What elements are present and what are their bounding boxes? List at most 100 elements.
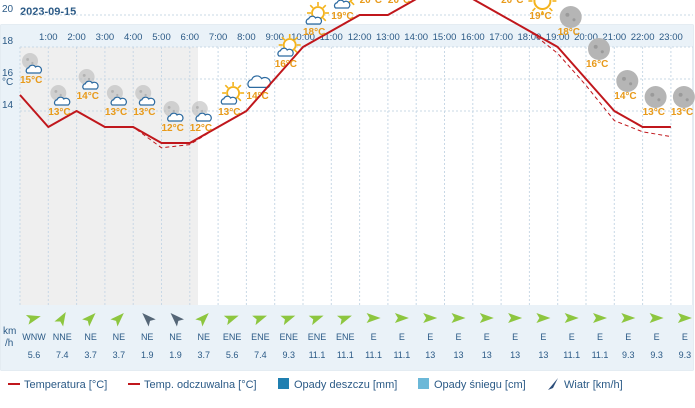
sun-cloud-icon bbox=[333, 0, 355, 9]
wind-arrow bbox=[564, 313, 579, 323]
temp-label: 13°C bbox=[133, 107, 155, 118]
y-tick-label: 20 bbox=[2, 4, 14, 15]
moon-crater bbox=[116, 93, 119, 97]
hour-label: 6:00 bbox=[181, 32, 200, 43]
wind-speed: 9.3 bbox=[282, 350, 295, 360]
wind-arrow bbox=[54, 311, 66, 327]
wind-speed: 1.9 bbox=[169, 350, 182, 360]
temp-label: 16°C bbox=[275, 59, 297, 70]
wind-speed: 3.7 bbox=[113, 350, 126, 360]
wind-speed: 9.3 bbox=[622, 350, 635, 360]
hour-label: 13:00 bbox=[376, 32, 400, 43]
wind-arrow bbox=[195, 313, 209, 327]
temp-label: 20°C bbox=[360, 0, 382, 6]
moon-crater bbox=[622, 76, 626, 81]
hour-label: 15:00 bbox=[433, 32, 457, 43]
legend-item: Opady śniegu [cm] bbox=[418, 378, 526, 391]
cloud-shape bbox=[277, 47, 294, 57]
wind-direction: E bbox=[399, 332, 405, 342]
wind-arrow-shape bbox=[110, 313, 124, 327]
wind-speed: 7.4 bbox=[56, 350, 69, 360]
wind-arrow bbox=[366, 313, 381, 323]
hour-label: 4:00 bbox=[124, 32, 143, 43]
moon-crater bbox=[195, 105, 199, 109]
legend-swatch bbox=[418, 378, 429, 389]
wind-speed: 13 bbox=[510, 350, 520, 360]
plot-area: °C 141618202224 1:002:003:004:005:006:00… bbox=[0, 0, 695, 371]
sun-ray bbox=[548, 7, 553, 12]
moon-crater bbox=[167, 105, 171, 109]
cloud-shape bbox=[138, 96, 156, 106]
wind-arrow bbox=[536, 313, 551, 323]
legend: Temperatura [°C] Temp. odczuwalna [°C] Opa… bbox=[8, 378, 623, 391]
hour-label: 11:00 bbox=[320, 32, 343, 43]
hour-label: 3:00 bbox=[96, 32, 115, 43]
temp-label: 12°C bbox=[162, 123, 184, 134]
wind-direction: ENE bbox=[223, 332, 242, 342]
wind-arrow-shape bbox=[308, 315, 324, 326]
wind-direction: E bbox=[371, 332, 377, 342]
wind-arrow bbox=[479, 313, 494, 323]
wind-speed: 13 bbox=[482, 350, 492, 360]
legend-item: Opady deszczu [mm] bbox=[278, 378, 397, 391]
wind-arrow bbox=[394, 313, 409, 323]
moon-crater bbox=[201, 109, 204, 113]
temp-label: 20°C bbox=[501, 0, 523, 6]
y-axis-ticks: 141618202224 bbox=[2, 4, 14, 111]
moon-crater bbox=[685, 98, 689, 102]
moon-icon bbox=[644, 86, 667, 108]
header-strip bbox=[1, 25, 693, 47]
legend-swatch bbox=[548, 378, 558, 390]
y-axis-strip bbox=[1, 47, 20, 305]
moon-disc bbox=[644, 86, 667, 108]
sun-ray bbox=[281, 36, 286, 41]
wind-arrow bbox=[280, 315, 296, 326]
wind-speed: 11.1 bbox=[393, 350, 410, 360]
wind-direction: E bbox=[484, 332, 490, 342]
hour-label: 12:00 bbox=[348, 32, 372, 43]
hour-label: 5:00 bbox=[152, 32, 171, 43]
temp-label: 19°C bbox=[331, 11, 353, 22]
sun-ray bbox=[237, 84, 242, 89]
wind-arrow bbox=[82, 313, 96, 327]
temp-label: 18°C bbox=[303, 27, 325, 38]
sun-cloud-icon bbox=[277, 34, 301, 57]
moon-crater bbox=[572, 18, 576, 22]
cloud-shape bbox=[305, 15, 323, 25]
temp-label: 19°C bbox=[529, 11, 551, 22]
wind-arrow bbox=[142, 313, 156, 327]
date-title: 2023-09-15 bbox=[20, 6, 76, 18]
hour-label: 2:00 bbox=[67, 32, 86, 43]
moon-cloud-icon bbox=[78, 69, 99, 90]
cloud-shape bbox=[82, 80, 99, 90]
legend-item: Temp. odczuwalna [°C] bbox=[128, 379, 257, 391]
wind-direction: E bbox=[540, 332, 546, 342]
sun-ray bbox=[322, 17, 327, 22]
moon-crater bbox=[565, 12, 570, 17]
sun-ray bbox=[224, 84, 229, 89]
temperature-series bbox=[19, 0, 671, 149]
wind-speed: 13 bbox=[425, 350, 435, 360]
moon-disc bbox=[672, 86, 695, 108]
moon-disc bbox=[559, 6, 582, 28]
wind-arrow bbox=[25, 314, 41, 325]
hour-label: 19:00 bbox=[546, 32, 570, 43]
temp-label: 16°C bbox=[586, 59, 608, 70]
wind-arrow-shape bbox=[649, 313, 664, 323]
moon-cloud-icon bbox=[106, 85, 127, 106]
hour-label: 17:00 bbox=[489, 32, 513, 43]
wind-arrow bbox=[621, 313, 636, 323]
hour-label: 18:00 bbox=[518, 32, 542, 43]
legend-item: Temperatura [°C] bbox=[8, 379, 107, 391]
wind-speed: 13 bbox=[453, 350, 463, 360]
wind-speed: 3.7 bbox=[84, 350, 97, 360]
moon-crater bbox=[82, 73, 86, 77]
hour-label: 21:00 bbox=[602, 32, 626, 43]
hour-label: 23:00 bbox=[659, 32, 683, 43]
moon-cloud-icon bbox=[163, 101, 184, 122]
wind-direction: NNE bbox=[53, 332, 72, 342]
hour-label: 14:00 bbox=[404, 32, 428, 43]
wind-arrow-shape bbox=[25, 314, 41, 325]
temp-label: 14°C bbox=[246, 91, 268, 102]
wind-direction: NE bbox=[141, 332, 154, 342]
